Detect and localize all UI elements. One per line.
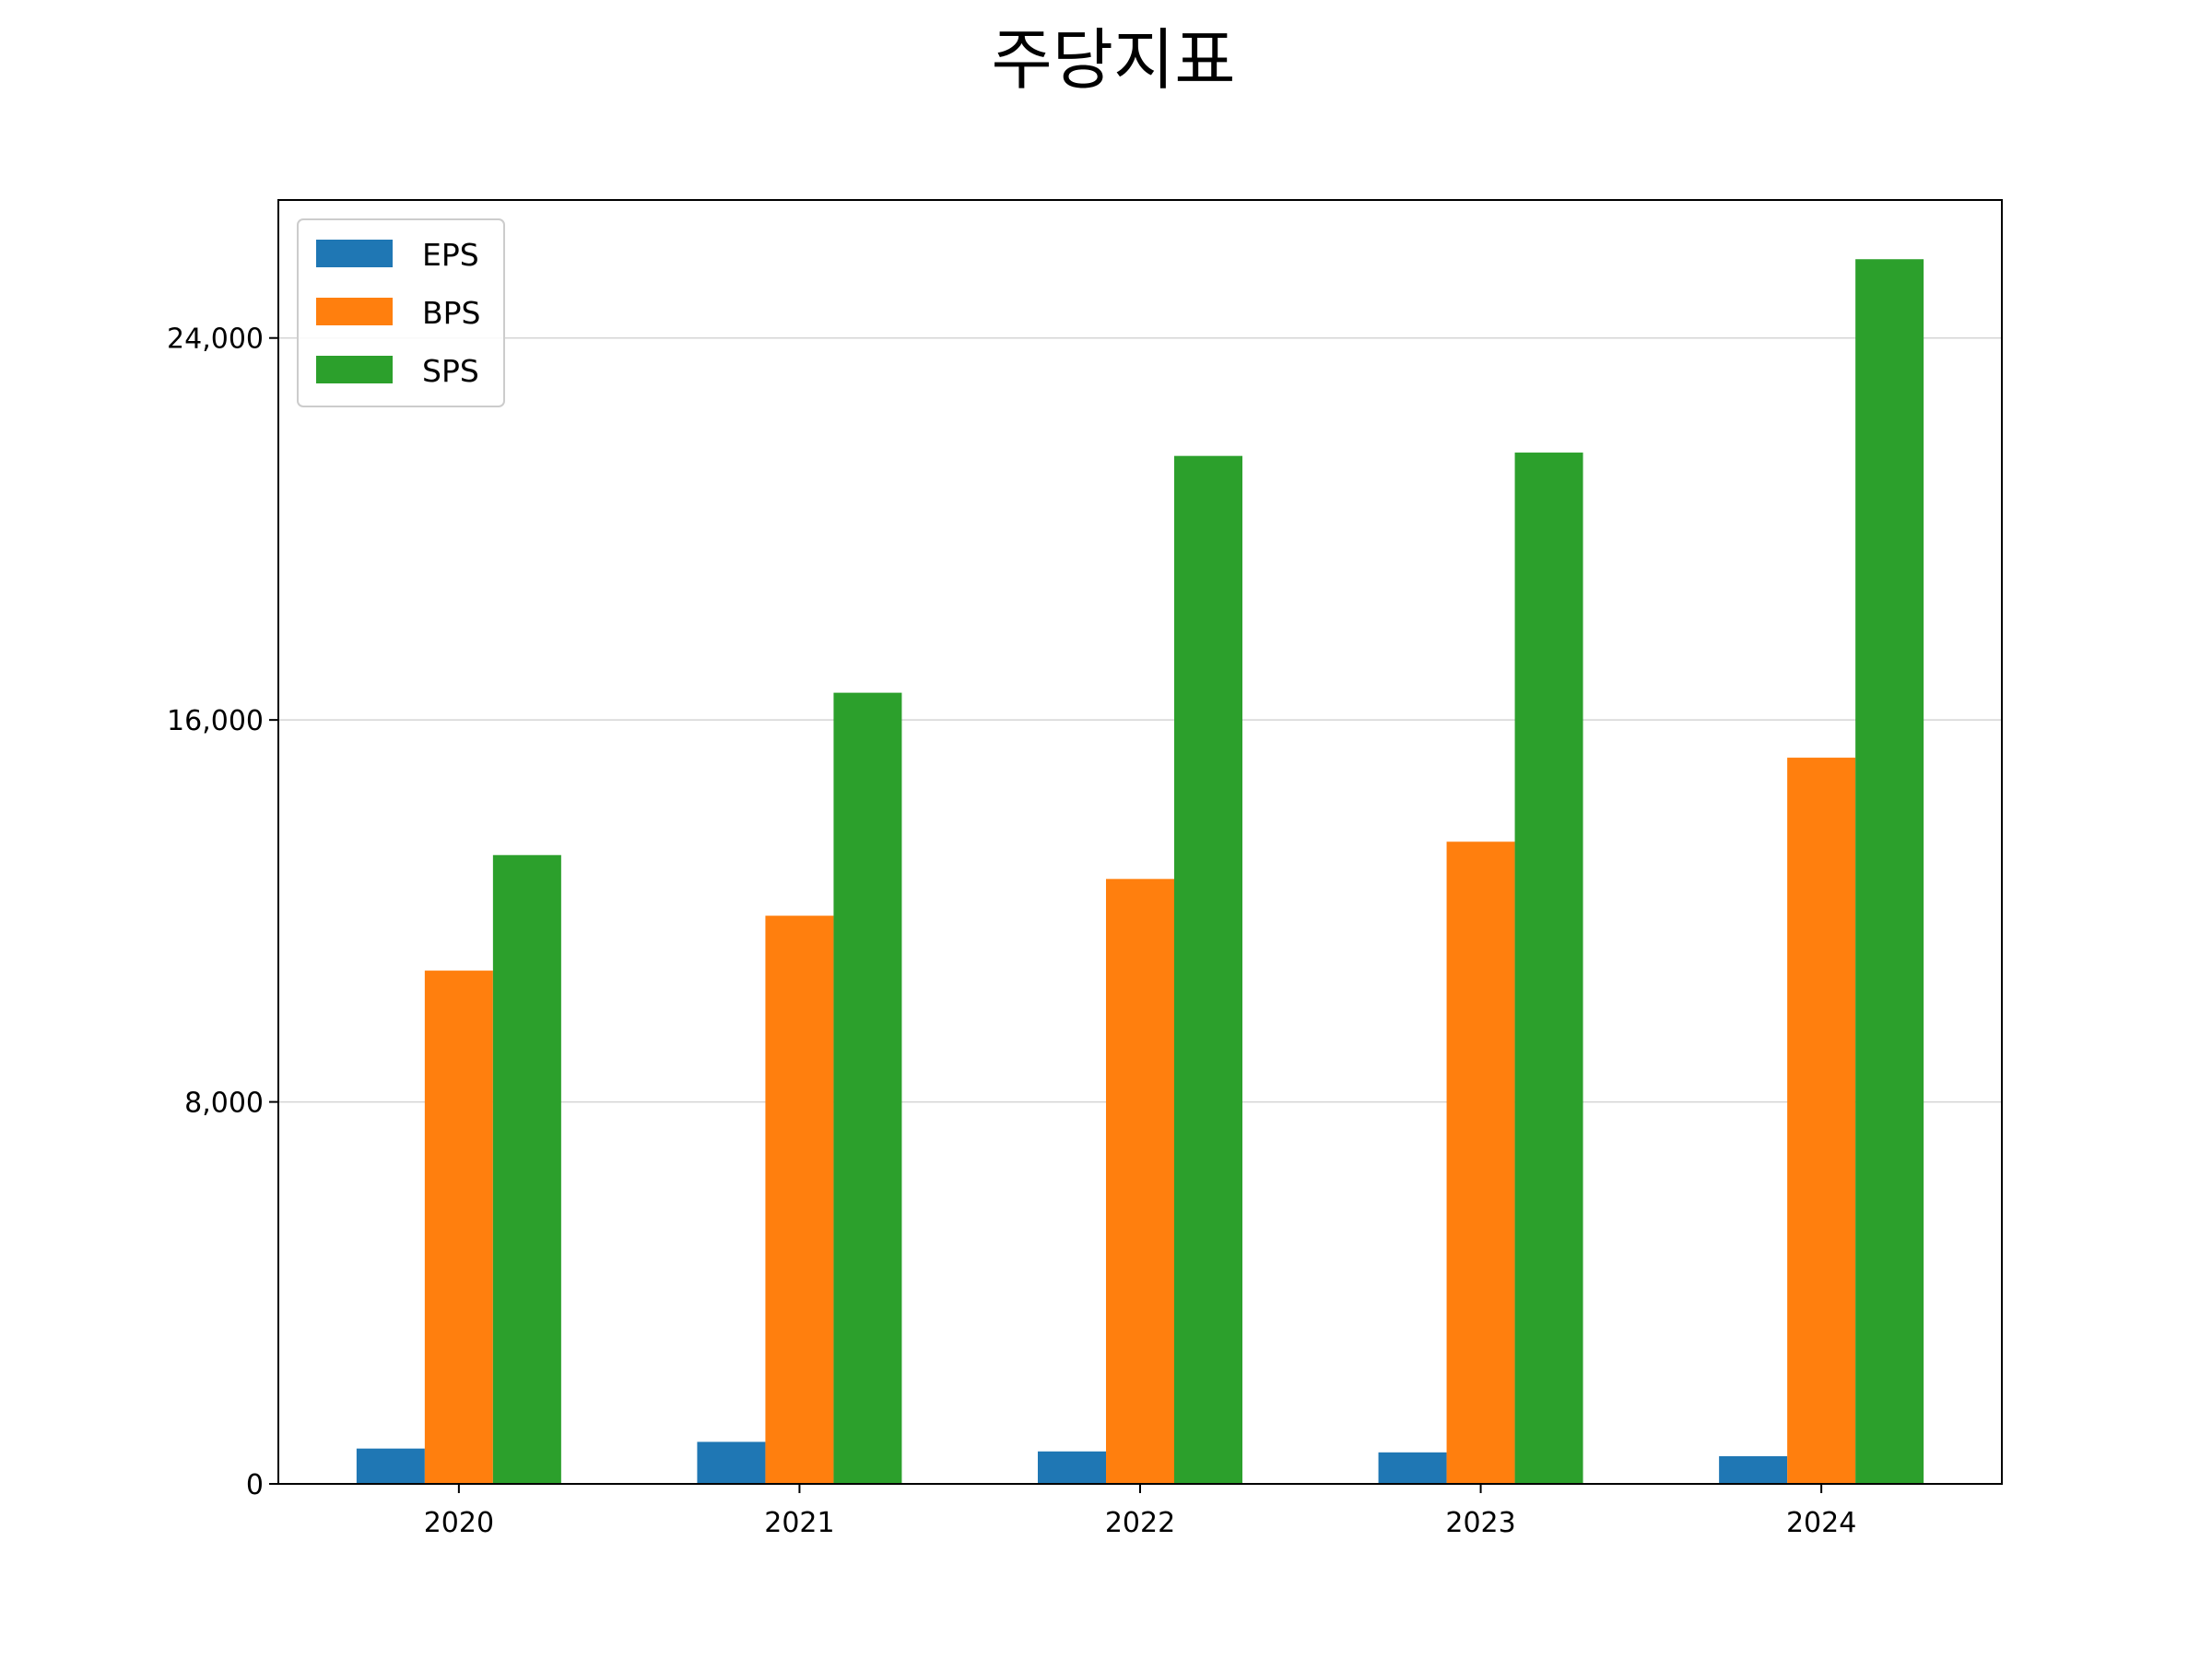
x-tick-label: 2023 xyxy=(1445,1507,1515,1539)
legend-swatch-eps xyxy=(316,240,393,267)
x-tick-label: 2021 xyxy=(764,1507,834,1539)
bar-eps-2020 xyxy=(356,1448,425,1484)
legend-swatch-bps xyxy=(316,298,393,325)
y-tick-label: 8,000 xyxy=(184,1088,264,1120)
bar-bps-2020 xyxy=(424,971,493,1484)
legend-label-eps: EPS xyxy=(422,237,479,273)
axes: 0 8,000 16,000 24,000 2020 2021 2022 2023 2024 xyxy=(167,199,2003,1539)
bar-sps-2021 xyxy=(833,692,902,1484)
x-tick-label: 2024 xyxy=(1786,1507,1856,1539)
legend-label-sps: SPS xyxy=(422,353,479,389)
bar-bps-2021 xyxy=(765,915,834,1484)
x-tick-label: 2022 xyxy=(1105,1507,1175,1539)
bar-eps-2024 xyxy=(1719,1455,1788,1484)
y-tick-label: 16,000 xyxy=(167,705,264,737)
bar-sps-2020 xyxy=(492,854,561,1484)
bar-eps-2023 xyxy=(1378,1452,1447,1484)
x-tick-label: 2020 xyxy=(424,1507,494,1539)
y-tick-label: 24,000 xyxy=(167,324,264,356)
bar-eps-2021 xyxy=(697,1441,766,1484)
bar-bps-2022 xyxy=(1106,878,1174,1484)
legend: EPS BPS SPS xyxy=(297,218,505,407)
bar-bps-2024 xyxy=(1787,758,1856,1484)
bar-sps-2023 xyxy=(1514,453,1583,1485)
chart-title: 주당지표 xyxy=(992,21,1236,99)
bar-sps-2022 xyxy=(1174,455,1242,1485)
bar-eps-2022 xyxy=(1038,1451,1106,1484)
bars xyxy=(356,259,1924,1485)
bar-sps-2024 xyxy=(1855,259,1924,1484)
y-tick-label: 0 xyxy=(246,1469,264,1501)
legend-swatch-sps xyxy=(316,356,393,383)
bar-bps-2023 xyxy=(1446,841,1515,1484)
legend-label-bps: BPS xyxy=(422,295,481,331)
